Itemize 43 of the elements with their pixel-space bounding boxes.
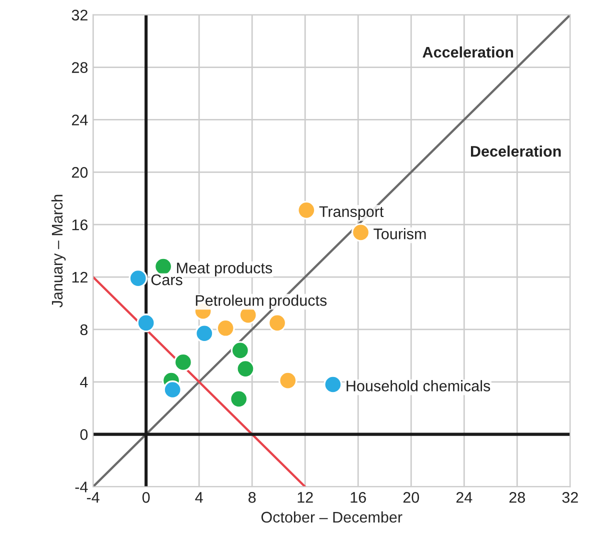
point <box>230 341 250 360</box>
x-tick-label: 16 <box>350 492 366 503</box>
x-tick-label: 24 <box>456 492 472 503</box>
annotation: Tourism <box>374 228 426 240</box>
point <box>195 324 214 343</box>
point <box>236 359 255 378</box>
point <box>163 380 182 400</box>
point <box>216 318 235 338</box>
point <box>268 314 287 332</box>
point <box>297 200 316 220</box>
y-axis-title: January – March <box>51 194 66 308</box>
y-tick-label: 20 <box>72 167 88 178</box>
y-tick-label: -4 <box>75 482 88 492</box>
y-tick-label: 8 <box>80 324 88 336</box>
y-tick-label: 24 <box>72 114 88 126</box>
annotation: Deceleration <box>470 146 561 157</box>
point <box>351 223 370 242</box>
annotation: Petroleum products <box>196 294 327 309</box>
point <box>136 314 156 332</box>
annotation: Cars <box>151 274 182 286</box>
y-tick-label: 16 <box>72 219 88 230</box>
x-tick-label: 8 <box>248 492 256 503</box>
point <box>174 352 193 372</box>
y-tick-label: 0 <box>80 429 88 440</box>
point <box>278 371 298 390</box>
x-tick-label: 4 <box>195 492 203 503</box>
annotation: Household chemicals <box>346 380 490 392</box>
x-tick-label: 0 <box>142 492 150 503</box>
annotation: Transport <box>319 206 384 220</box>
annotation: Meat products <box>177 262 272 276</box>
point <box>324 375 342 394</box>
x-tick-label: 32 <box>562 492 578 503</box>
point <box>230 390 248 408</box>
y-tick-label: 32 <box>72 10 88 21</box>
y-tick-label: 12 <box>72 272 88 283</box>
x-axis-title: October – December <box>261 511 402 523</box>
y-tick-label: 28 <box>72 62 88 73</box>
point <box>128 268 148 288</box>
x-tick-label: 20 <box>403 492 420 503</box>
annotation: Acceleration <box>422 46 514 58</box>
x-tick-label: 28 <box>509 492 525 503</box>
x-tick-label: 12 <box>298 492 313 503</box>
y-tick-label: 4 <box>80 376 88 388</box>
